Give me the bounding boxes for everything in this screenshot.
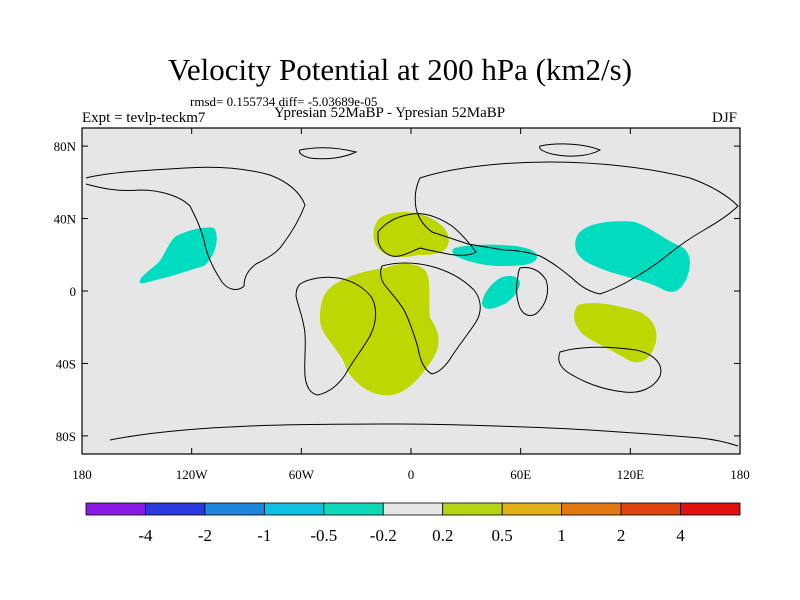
colorbar-label: -0.5: [310, 526, 337, 545]
negative-anomaly-arabia: [452, 244, 537, 266]
colorbar-label: -1: [257, 526, 271, 545]
x-tick-label: 120W: [176, 467, 209, 482]
y-tick-label: 40S: [56, 356, 76, 371]
coast-antarctica: [109, 423, 739, 447]
y-tick-label: 40N: [54, 212, 77, 227]
colorbar-label: -0.2: [370, 526, 397, 545]
colorbar-swatch: [620, 502, 681, 516]
colorbar-label: -2: [198, 526, 212, 545]
positive-anomaly-indian-ocean: [574, 302, 657, 363]
colorbar-swatch: [501, 502, 563, 516]
x-axis: 180 120W 60W 0 60E 120E 180: [72, 128, 750, 482]
coast-arctic-islands: [299, 143, 602, 160]
colorbar-label: 0.5: [492, 526, 513, 545]
colorbar-swatch: [263, 502, 325, 516]
coast-australia-antarctica: [558, 346, 662, 393]
x-tick-label: 120E: [617, 467, 645, 482]
negative-anomaly-east-asia: [575, 221, 690, 292]
colorbar-swatch: [204, 502, 265, 516]
colorbar-swatch: [561, 502, 622, 516]
coast-europe: [377, 213, 477, 257]
colorbar-swatch: [680, 502, 741, 516]
coastlines: [85, 143, 739, 447]
x-tick-label: 180: [72, 467, 92, 482]
colorbar-swatch: [323, 502, 384, 516]
colorbar-swatch: [145, 502, 206, 516]
y-tick-label: 80N: [54, 139, 77, 154]
colorbar-label: 0.2: [432, 526, 453, 545]
colorbar-label: 1: [557, 526, 566, 545]
experiment-label: Expt = tevlp-teckm7: [82, 110, 206, 126]
coast-north-america: [85, 166, 306, 290]
colorbar-swatch: [382, 502, 444, 516]
x-tick-label: 0: [408, 467, 415, 482]
colorbar-label: -4: [138, 526, 153, 545]
coast-india: [516, 267, 549, 316]
colorbar-label: 4: [676, 526, 685, 545]
anomaly-regions: [139, 212, 690, 396]
coast-asia: [414, 161, 739, 295]
colorbar-swatch: [442, 502, 503, 516]
experiment-subtitle: Ypresian 52MaBP - Ypresian 52MaBP: [274, 105, 506, 121]
coast-africa: [380, 262, 481, 375]
y-tick-label: 80S: [56, 429, 76, 444]
x-tick-label: 180: [730, 467, 750, 482]
x-tick-label: 60W: [289, 467, 315, 482]
colorbar-swatch: [85, 502, 146, 516]
y-tick-label: 0: [70, 284, 77, 299]
positive-anomaly-south-america-atlantic: [320, 263, 439, 396]
positive-anomaly-europe: [373, 212, 449, 257]
x-tick-label: 60E: [510, 467, 531, 482]
negative-anomaly-east-africa: [482, 276, 520, 309]
colorbar: -4 -2 -1 -0.5 -0.2 0.2 0.5 1 2 4: [85, 502, 741, 545]
y-axis: 80N 40N 0 40S 80S: [54, 139, 740, 444]
colorbar-label: 2: [617, 526, 626, 545]
season-label: DJF: [712, 110, 738, 126]
stats-line: rmsd= 0.155734 diff= -5.03689e-05: [190, 94, 378, 109]
negative-anomaly-north-pacific: [139, 227, 217, 284]
chart-title: Velocity Potential at 200 hPa (km2/s): [167, 52, 633, 87]
coast-south-america: [295, 276, 377, 396]
